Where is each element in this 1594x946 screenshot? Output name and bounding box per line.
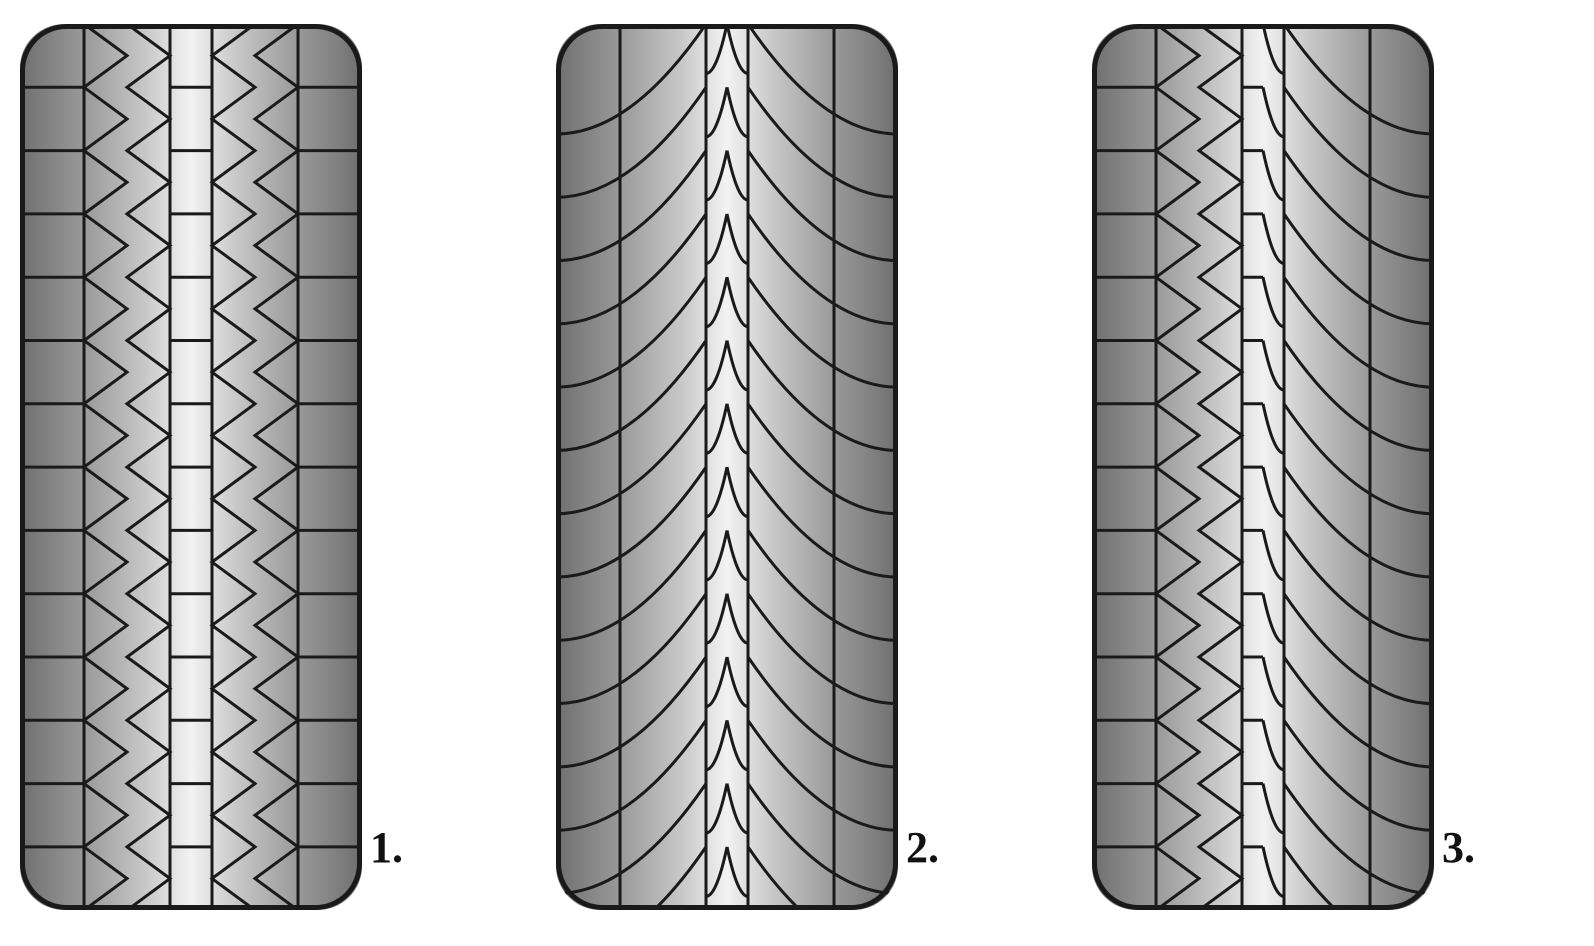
tire-3-group: 3.: [1092, 24, 1434, 910]
tire-1-svg: [20, 24, 362, 910]
tire-1-group: 1.: [20, 24, 362, 910]
tire-1-label: 1.: [370, 822, 403, 873]
tire-2-label: 2.: [906, 822, 939, 873]
tire-3-svg: [1092, 24, 1434, 910]
tire-3-label: 3.: [1442, 822, 1475, 873]
tire-2-group: 2.: [556, 24, 898, 910]
diagram-stage: 1. 2. 3.: [0, 0, 1594, 946]
tire-2-svg: [556, 24, 898, 910]
